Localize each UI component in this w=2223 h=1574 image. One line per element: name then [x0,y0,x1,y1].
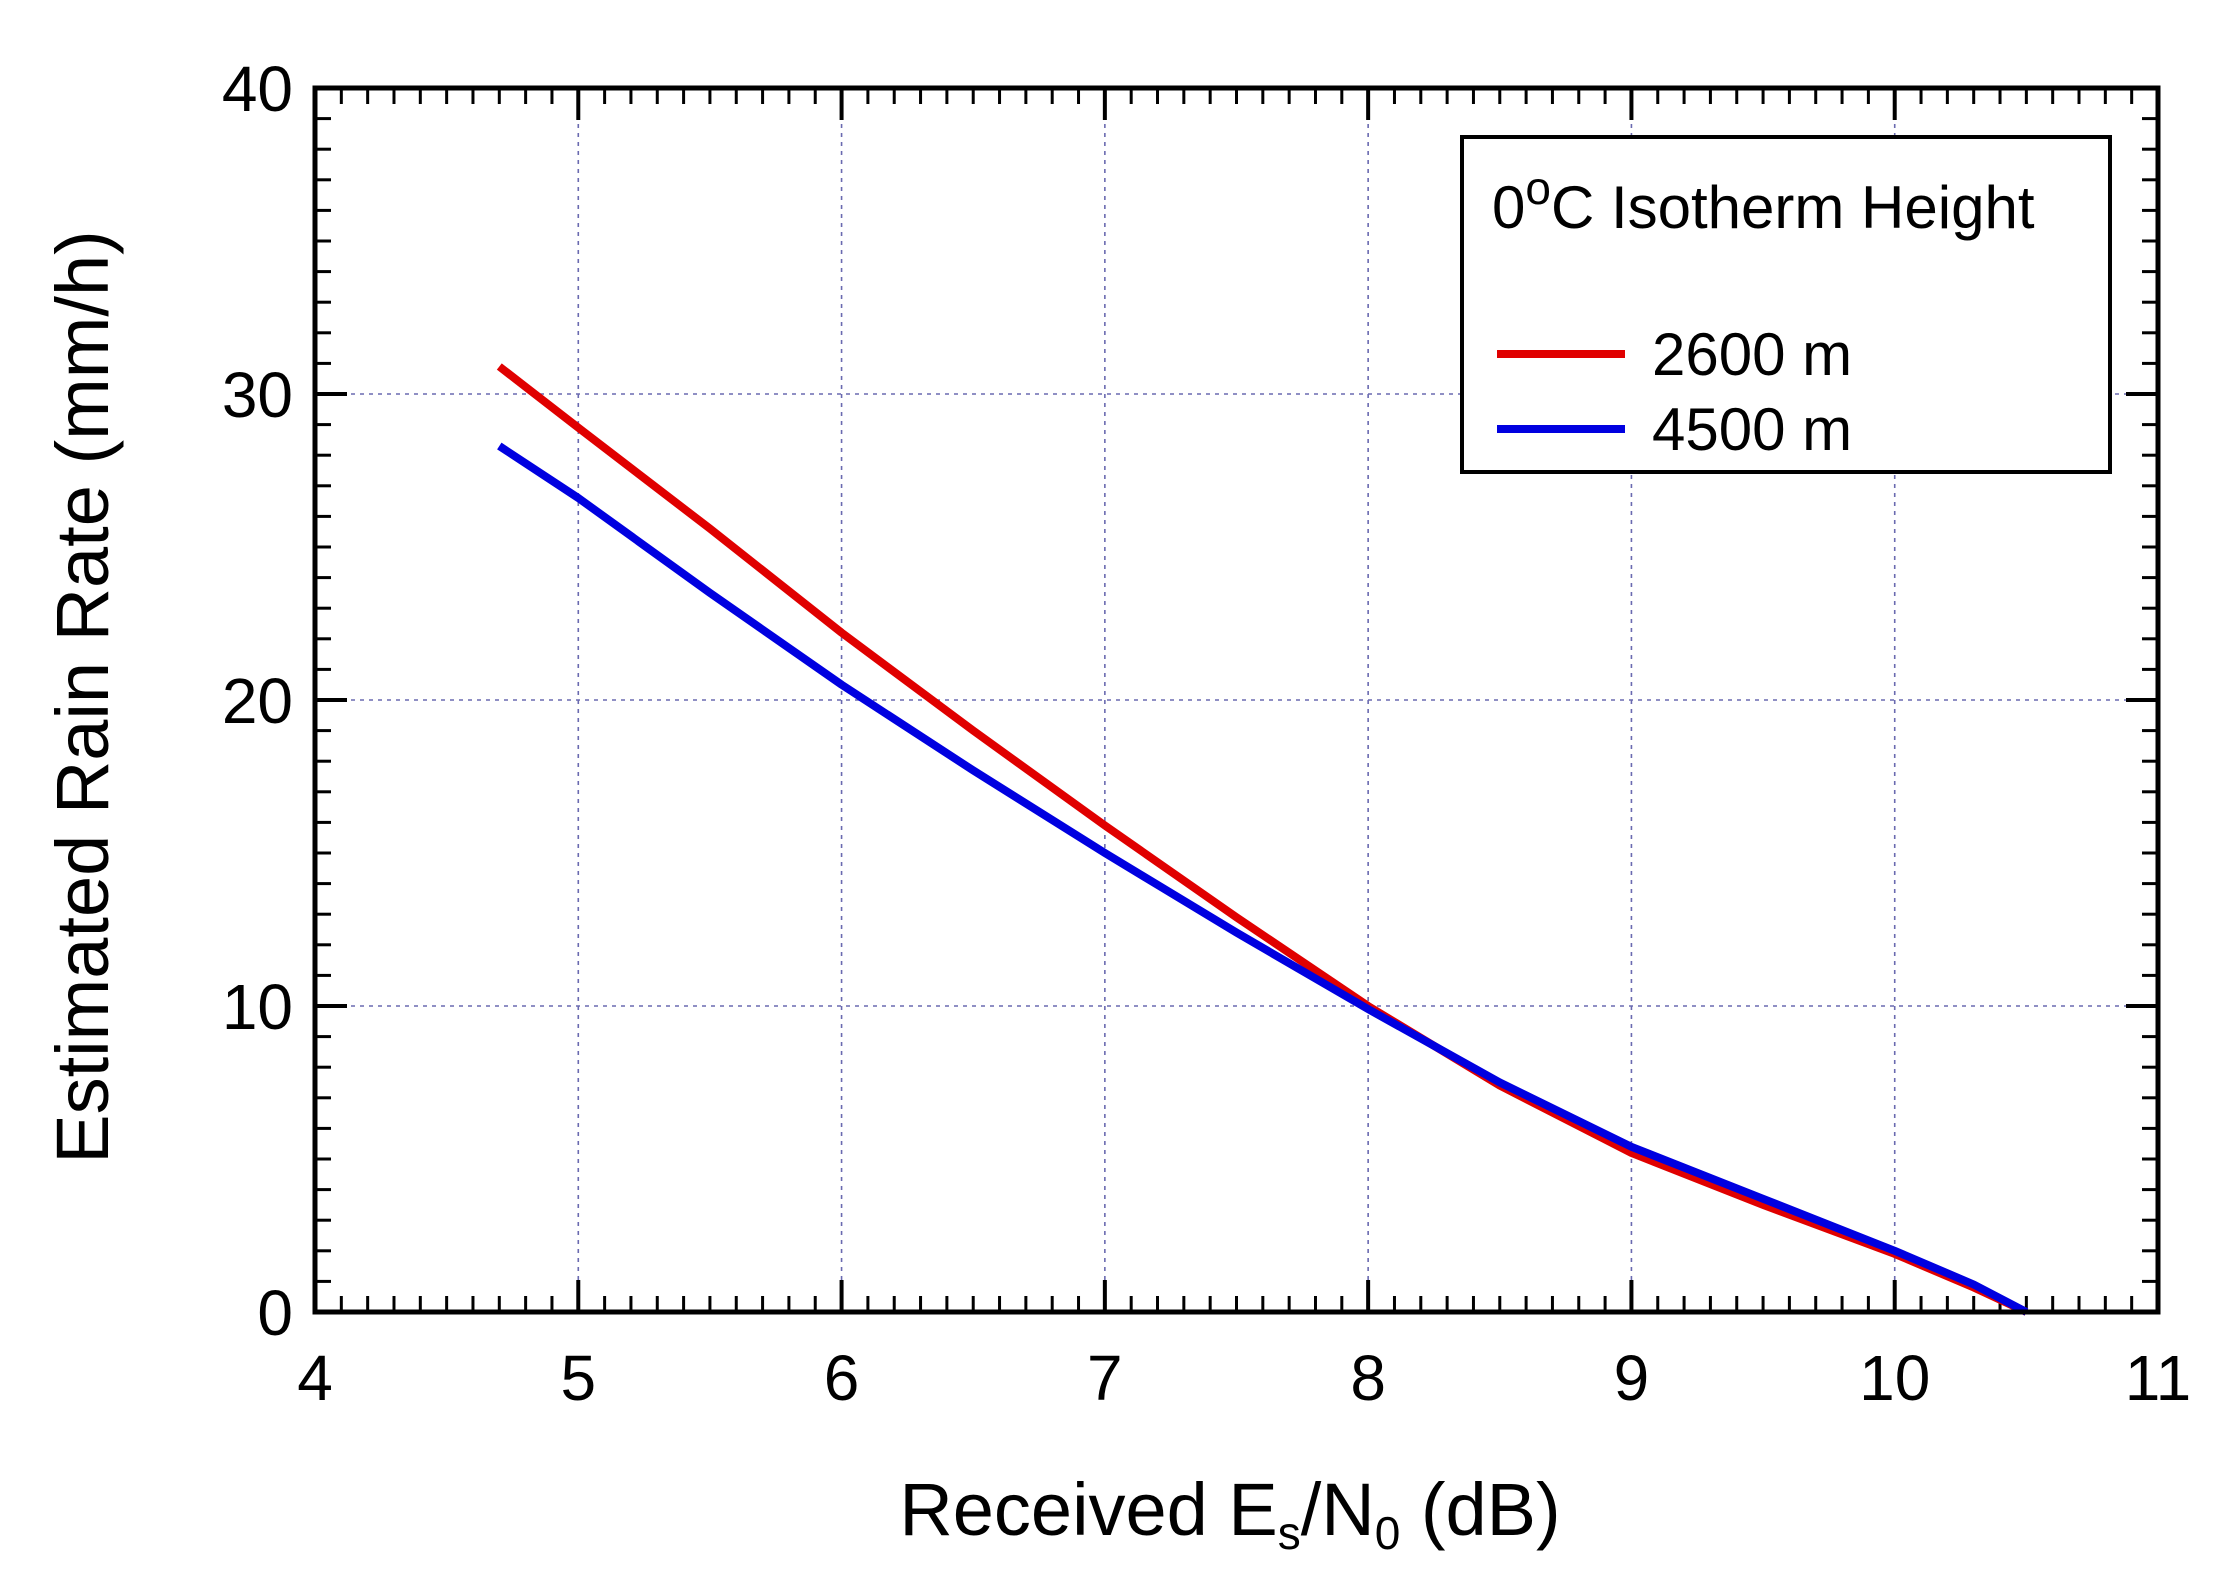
legend: 0oC Isotherm Height 2600 m 4500 m [1460,135,2112,474]
x-axis-title: Received Es/N0 (dB) [899,1468,1560,1559]
x-tick-label: 7 [1087,1342,1123,1414]
y-tick-label: 20 [222,665,293,737]
legend-title-prefix: 0 [1492,174,1525,241]
y-tick-label: 30 [222,359,293,431]
legend-box [1460,135,2112,474]
y-tick-label: 0 [257,1277,293,1349]
y-axis-title: Estimated Rain Rate (mm/h) [41,230,124,1164]
grid-lines [315,88,2158,1312]
legend-title-suffix: C Isotherm Height [1551,174,2035,241]
x-tick-label: 4 [297,1342,333,1414]
major-ticks [313,86,2160,1314]
series-line-2 [497,442,2029,1316]
x-tick-label: 11 [2125,1342,2191,1414]
y-tick-label: 10 [222,971,293,1043]
series-lines [496,363,2029,1316]
x-tick-label: 9 [1614,1342,1650,1414]
x-axis-title-prefix: Received E [899,1468,1277,1551]
x-tick-label: 10 [1859,1342,1930,1414]
tick-labels: 4 5 6 7 8 9 10 11 0 10 20 30 40 [222,53,2191,1414]
legend-label-2: 4500 m [1652,396,1852,463]
x-axis-title-middle: /N [1301,1468,1375,1551]
legend-label-1: 2600 m [1652,321,1852,388]
x-tick-label: 6 [824,1342,860,1414]
x-axis-title-sub2: 0 [1375,1507,1401,1559]
x-axis-title-sub1: s [1278,1507,1301,1559]
x-tick-label: 5 [560,1342,596,1414]
y-tick-label: 40 [222,53,293,125]
x-tick-label: 8 [1350,1342,1386,1414]
x-axis-title-suffix: (dB) [1400,1468,1560,1551]
series-line-1 [496,363,2029,1316]
legend-title-degree: o [1525,162,1551,214]
legend-entries: 2600 m 4500 m [1497,321,1852,463]
legend-title: 0oC Isotherm Height [1492,162,2035,241]
